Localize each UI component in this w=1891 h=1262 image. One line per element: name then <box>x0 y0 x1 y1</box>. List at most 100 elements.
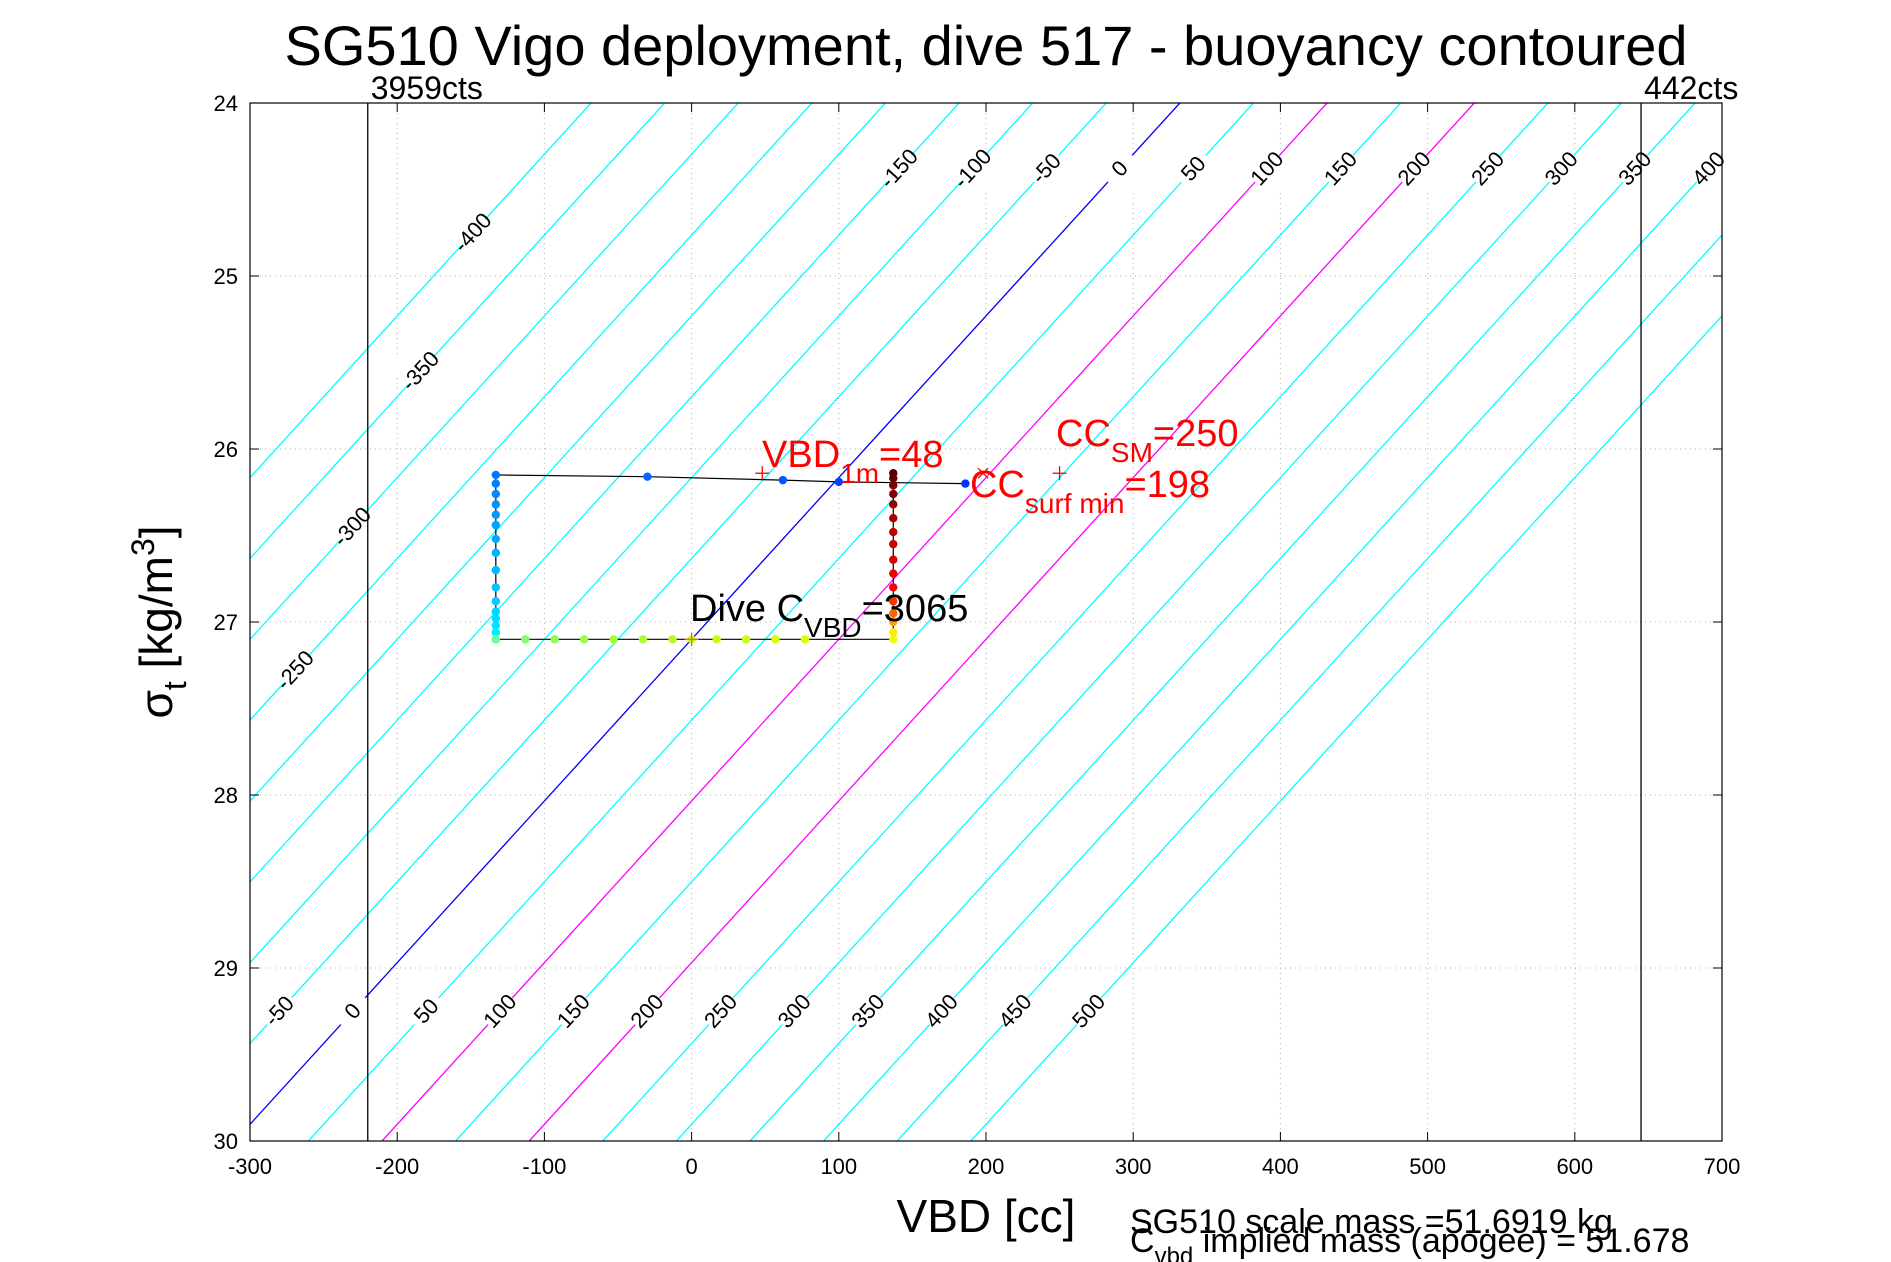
dive-point <box>491 635 501 644</box>
y-tick-label: 28 <box>214 783 238 808</box>
footer-c-sub: vbd <box>1155 1243 1194 1262</box>
contour-line <box>250 103 886 802</box>
y-tick-label: 27 <box>214 610 238 635</box>
contour-line <box>602 103 1549 1141</box>
contour-label-bg <box>395 980 458 1043</box>
dive-point <box>491 520 501 530</box>
contour-line <box>823 153 1722 1141</box>
dive-point <box>778 475 788 485</box>
contour-line <box>528 103 1475 1141</box>
dive-point <box>491 479 501 488</box>
contour-label-bg <box>1309 137 1373 200</box>
grid <box>249 102 1723 1142</box>
y-axis-label-sub: t <box>157 681 193 690</box>
contour-label-bg <box>1057 980 1121 1043</box>
dive-point <box>889 609 898 618</box>
contour-label-bg <box>263 639 327 702</box>
y-axis-label-end: ] <box>130 525 182 538</box>
dive-point <box>579 635 589 644</box>
dive-point <box>491 510 501 519</box>
dive-point <box>889 481 898 490</box>
y-tick-label: 24 <box>214 91 238 116</box>
cc-sm-annotation: CCSM=250 <box>1056 413 1238 468</box>
dive-point <box>712 635 721 644</box>
y-axis-label-units: [kg/m <box>130 556 182 681</box>
y-tick-label: 26 <box>214 437 238 462</box>
dive-point <box>638 635 648 644</box>
contour-label-bg <box>836 980 900 1043</box>
contour-label-bg <box>1162 137 1225 200</box>
dive-point <box>491 597 501 606</box>
contour-line <box>896 234 1722 1141</box>
contour-label-bg <box>1677 137 1741 200</box>
y-axis-label: σt [kg/m3] <box>125 525 193 718</box>
x-tick-label: 400 <box>1262 1154 1299 1179</box>
contour-line <box>250 103 592 479</box>
dive-point <box>889 583 898 592</box>
contour-line <box>749 103 1696 1141</box>
cc-surf-min-annotation: CCsurf min=198 <box>970 464 1210 519</box>
y-axis: 24 25 26 27 28 29 30 <box>214 91 1722 1154</box>
contour-label-bg <box>1603 137 1667 200</box>
dive-point <box>889 569 898 578</box>
dive-point <box>889 597 898 606</box>
contour-label-bg <box>867 137 931 200</box>
limit-line-label: 3959cts <box>371 70 483 106</box>
dive-point <box>889 469 898 478</box>
y-tick-label: 25 <box>214 264 238 289</box>
dive-trajectory <box>491 469 970 644</box>
contour-line <box>250 103 1034 964</box>
contour-label-bg <box>441 201 505 264</box>
x-tick-label: -200 <box>375 1154 419 1179</box>
y-axis-label-symbol: σ <box>130 690 182 718</box>
contour-line <box>250 103 960 883</box>
x-tick-label: -300 <box>228 1154 272 1179</box>
dive-point <box>609 635 618 644</box>
contour-label-bg <box>321 980 385 1043</box>
contour-line <box>307 103 1254 1141</box>
dive-point <box>491 548 501 557</box>
contour-label-bg <box>1235 137 1299 200</box>
dive-point <box>889 555 898 564</box>
x-tick-label: 700 <box>1704 1154 1741 1179</box>
dive-point <box>889 628 898 637</box>
contour-line <box>381 103 1328 1141</box>
x-axis: -300 -200 -100 0 100 200 300 400 500 600 700 <box>228 103 1740 1179</box>
dive-point <box>491 607 501 616</box>
dive-point <box>771 635 780 644</box>
dive-point <box>550 635 559 644</box>
dive-point <box>491 565 501 575</box>
dive-point <box>643 472 652 481</box>
dive-point <box>834 477 843 487</box>
dive-point <box>491 500 501 509</box>
x-tick-label: 200 <box>968 1154 1005 1179</box>
contour-line <box>250 103 1181 1126</box>
dive-point <box>961 479 970 488</box>
dive-point <box>741 635 751 644</box>
dive-point <box>668 635 677 644</box>
x-marker <box>977 467 989 479</box>
contour-label-bg <box>616 980 679 1043</box>
svg-text:σt [kg/m3]: σt [kg/m3] <box>125 525 193 718</box>
contour-label-bg <box>763 980 826 1043</box>
dive-point <box>889 514 898 523</box>
dive-point <box>491 470 501 480</box>
contour-label-bg <box>984 980 1047 1043</box>
dive-point <box>491 628 501 637</box>
x-tick-label: 0 <box>685 1154 697 1179</box>
dive-point <box>889 489 898 499</box>
footer-scale-mass: SG510 scale mass =51.6919 kg <box>1130 1203 1613 1241</box>
dive-point <box>491 534 501 544</box>
contour-line <box>970 314 1722 1141</box>
dive-point <box>889 527 898 537</box>
contour-line <box>455 103 1402 1141</box>
contour-label-bg <box>542 980 606 1043</box>
y-tick-label: 30 <box>214 1129 238 1154</box>
x-axis-label: VBD [cc] <box>897 1190 1076 1242</box>
contour-line <box>250 103 739 641</box>
contour-label-bg <box>941 137 1005 200</box>
contour-label-bg <box>689 980 753 1043</box>
contour-label-bg <box>1015 137 1078 200</box>
